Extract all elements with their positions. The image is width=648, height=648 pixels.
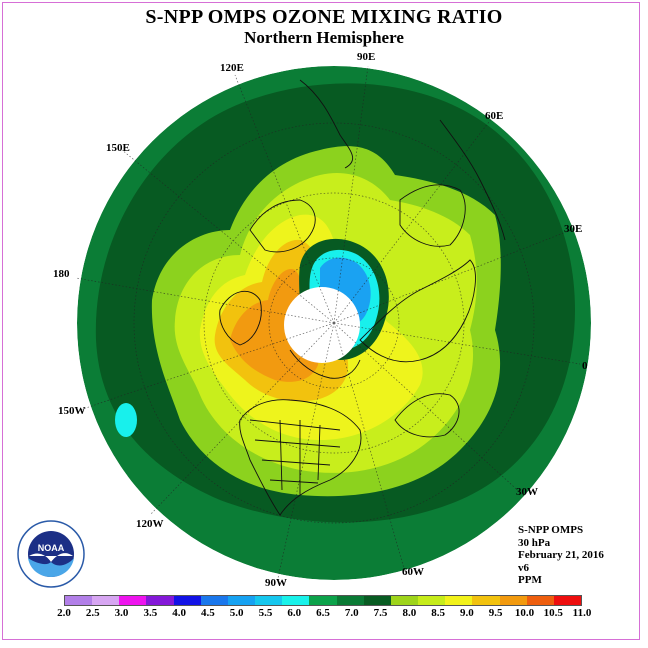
map-title: S-NPP OMPS OZONE MIXING RATIO xyxy=(145,6,503,28)
image-frame xyxy=(2,2,640,640)
colorbar-swatch xyxy=(92,596,120,605)
colorbar-label: 7.0 xyxy=(344,607,359,619)
colorbar-label: 6.0 xyxy=(287,607,302,619)
colorbar-swatch xyxy=(227,596,256,605)
colorbar-swatch xyxy=(418,596,446,605)
colorbar-label: 8.0 xyxy=(402,607,417,619)
colorbar-swatch xyxy=(255,596,283,605)
colorbar-label: 5.0 xyxy=(229,607,244,619)
lon-label-90e: 90E xyxy=(357,51,376,63)
colorbar-swatch xyxy=(499,596,527,605)
colorbar-swatch xyxy=(553,596,581,605)
lon-label-0: 0 xyxy=(582,360,588,372)
colorbar-label: 3.0 xyxy=(114,607,129,619)
colorbar-label: 6.5 xyxy=(316,607,330,619)
info-units: PPM xyxy=(518,574,542,586)
colorbar-label: 2.5 xyxy=(85,607,100,619)
colorbar-label: 5.5 xyxy=(258,607,273,619)
colorbar-label: 11.0 xyxy=(572,607,592,619)
lon-label-60e: 60E xyxy=(485,110,504,122)
colorbar-swatch xyxy=(282,596,310,605)
colorbar-label: 4.0 xyxy=(172,607,186,619)
map-info-block: S-NPP OMPS 30 hPa February 21, 2016 v6 P… xyxy=(518,524,604,587)
noaa-logo-text: NOAA xyxy=(38,543,65,553)
colorbar-swatch xyxy=(119,596,147,605)
lon-label-120w: 120W xyxy=(136,518,164,530)
colorbar-swatch xyxy=(445,596,473,605)
colorbar-label: 10.5 xyxy=(543,607,563,619)
colorbar-label: 10.0 xyxy=(514,607,535,619)
colorbar-swatch xyxy=(363,596,391,605)
info-version: v6 xyxy=(518,561,529,574)
colorbar xyxy=(64,595,582,606)
lon-label-150e: 150E xyxy=(106,142,130,154)
info-pressure-level: 30 hPa xyxy=(518,536,551,549)
map-subtitle: Northern Hemisphere xyxy=(244,28,404,47)
colorbar-label: 8.5 xyxy=(431,607,445,619)
colorbar-label: 2.0 xyxy=(57,607,71,619)
colorbar-label: 9.0 xyxy=(460,607,474,619)
lon-label-120e: 120E xyxy=(220,62,244,74)
lon-label-90w: 90W xyxy=(265,577,287,589)
colorbar-swatch xyxy=(336,596,364,605)
graticule-lines xyxy=(75,65,581,579)
colorbar-swatch xyxy=(472,596,500,605)
continent-outlines xyxy=(219,79,506,516)
lon-label-30w: 30W xyxy=(516,486,538,498)
lon-label-150w: 150W xyxy=(58,405,86,417)
colorbar-label: 9.5 xyxy=(488,607,503,619)
colorbar-label: 4.5 xyxy=(201,607,215,619)
noaa-logo: NOAA xyxy=(17,520,85,593)
lon-label-180: 180 xyxy=(53,268,70,280)
no-data-pole-circle xyxy=(284,287,360,363)
cyan-patch-pacific xyxy=(115,403,137,437)
colorbar-swatch xyxy=(390,596,419,605)
colorbar-swatch xyxy=(200,596,228,605)
colorbar-label: 3.5 xyxy=(143,607,158,619)
colorbar-swatch xyxy=(146,596,174,605)
colorbar-swatch xyxy=(173,596,201,605)
lon-label-60w: 60W xyxy=(402,566,424,578)
info-instrument: S-NPP OMPS xyxy=(518,524,584,536)
info-date: February 21, 2016 xyxy=(518,549,604,561)
lon-label-30e: 30E xyxy=(564,223,583,235)
colorbar-swatch xyxy=(65,596,93,605)
colorbar-swatch xyxy=(309,596,337,605)
yellowgreen-patch xyxy=(378,215,394,225)
colorbar-swatch xyxy=(526,596,554,605)
colorbar-label: 7.5 xyxy=(373,607,388,619)
